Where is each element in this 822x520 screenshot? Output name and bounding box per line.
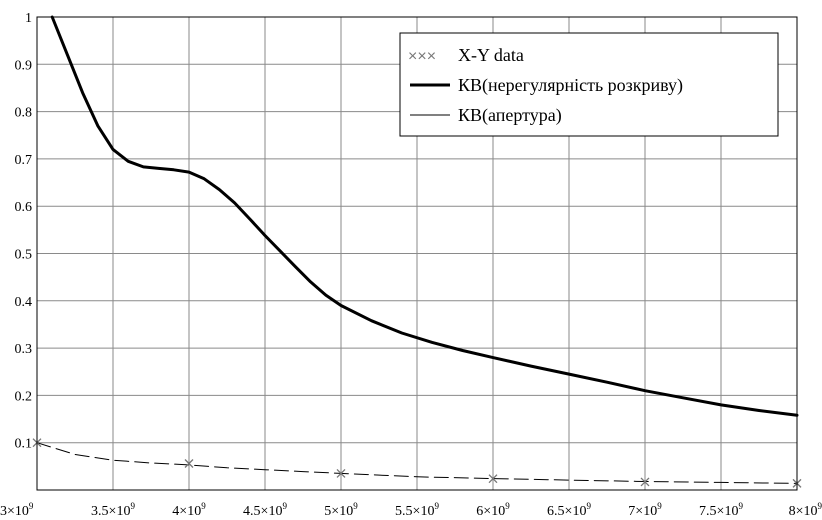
x-tick-label: 5×109 bbox=[324, 501, 358, 519]
legend-entry: КВ(нерегулярність розкриву) bbox=[410, 75, 683, 96]
y-tick-label: 0.6 bbox=[15, 200, 33, 215]
y-tick-label: 0.7 bbox=[15, 153, 33, 168]
x-tick-label: 6.5×109 bbox=[547, 501, 591, 519]
x-tick-label: 5.5×109 bbox=[395, 501, 439, 519]
legend-entry: КВ(апертура) bbox=[410, 105, 562, 126]
y-tick-label: 0.2 bbox=[15, 389, 33, 404]
legend-label: X-Y data bbox=[458, 45, 524, 65]
x-tick-label: 6×109 bbox=[476, 501, 510, 519]
y-tick-label: 0.4 bbox=[15, 295, 33, 310]
legend-label: КВ(апертура) bbox=[458, 105, 562, 126]
plot-frame bbox=[36, 16, 798, 491]
legend-box bbox=[399, 32, 779, 137]
legend-marker: ××× bbox=[408, 48, 436, 65]
legend: ××× X-Y data КВ(нерегулярність розкриву) КВ… bbox=[399, 32, 779, 137]
y-tick-label: 0.9 bbox=[15, 58, 33, 73]
y-tick-label: 0.1 bbox=[15, 437, 33, 452]
data-point-marker bbox=[640, 477, 650, 487]
x-tick-label: 8×109 bbox=[789, 501, 822, 519]
series-line-nereg bbox=[50, 15, 799, 417]
y-tick-label: 0.8 bbox=[15, 106, 33, 121]
x-tick-label: 7.5×109 bbox=[699, 501, 743, 519]
x-tick-label: 4.5×109 bbox=[243, 501, 287, 519]
legend-label: КВ(нерегулярність розкриву) bbox=[458, 75, 683, 96]
y-tick-label: 0.3 bbox=[15, 342, 33, 357]
legend-entry: ××× X-Y data bbox=[408, 45, 524, 65]
y-axis-tick-labels: 0.1 0.2 0.3 0.4 0.5 0.6 0.7 0.8 0.9 1 bbox=[15, 11, 33, 452]
x-tick-label: 4×109 bbox=[172, 501, 206, 519]
x-tick-label: 3.5×109 bbox=[91, 501, 135, 519]
y-tick-label: 1 bbox=[25, 11, 32, 26]
x-tick-label: 7×109 bbox=[628, 501, 662, 519]
x-tick-label: 3×109 bbox=[0, 501, 34, 519]
data-point-marker bbox=[184, 459, 194, 468]
series-line-apertura bbox=[36, 442, 798, 484]
x-axis-tick-labels: 3×109 3.5×109 4×109 4.5×109 5×109 5.5×109 6×10… bbox=[0, 501, 822, 519]
data-point-marker bbox=[336, 468, 346, 478]
data-point-marker bbox=[488, 474, 498, 484]
y-tick-label: 0.5 bbox=[15, 248, 33, 263]
